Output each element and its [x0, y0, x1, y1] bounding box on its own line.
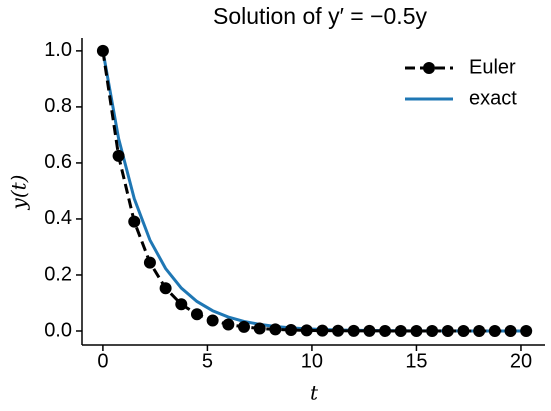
data-point — [253, 322, 266, 335]
x-tick-label: 15 — [405, 350, 427, 372]
data-point — [504, 324, 517, 337]
legend-label: exact — [469, 87, 517, 109]
data-point — [222, 318, 235, 331]
data-point — [190, 308, 203, 321]
x-tick-label: 5 — [202, 350, 213, 372]
data-point — [237, 320, 250, 333]
y-axis-label: y(t) — [7, 175, 31, 211]
data-point — [457, 324, 470, 337]
data-point — [394, 324, 407, 337]
data-point — [316, 324, 329, 337]
y-tick-label: 1.0 — [44, 39, 72, 61]
data-point — [426, 324, 439, 337]
y-tick-label: 0.2 — [44, 263, 72, 285]
data-point — [379, 324, 392, 337]
legend-marker — [423, 62, 435, 74]
data-point — [96, 44, 109, 57]
data-point — [520, 324, 533, 337]
data-point — [347, 324, 360, 337]
data-point — [143, 256, 156, 269]
data-point — [269, 323, 282, 336]
data-point — [159, 282, 172, 295]
data-point — [112, 149, 125, 162]
x-tick-label: 10 — [301, 350, 323, 372]
data-point — [300, 324, 313, 337]
data-point — [363, 324, 376, 337]
x-tick-label: 20 — [510, 350, 532, 372]
y-tick-label: 0.4 — [44, 207, 72, 229]
y-tick-label: 0.0 — [44, 319, 72, 341]
x-axis-label: t — [310, 381, 319, 405]
x-tick-label: 0 — [97, 350, 108, 372]
chart-title: Solution of y′ = −0.5y — [213, 3, 428, 29]
legend-label: Euler — [469, 56, 516, 78]
data-point — [410, 324, 423, 337]
series-line — [101, 50, 527, 333]
data-point — [285, 323, 298, 336]
data-point — [206, 314, 219, 327]
data-point — [332, 324, 345, 337]
data-point — [488, 324, 501, 337]
data-point — [441, 324, 454, 337]
data-point — [128, 215, 141, 228]
y-tick-label: 0.8 — [44, 95, 72, 117]
data-point — [473, 324, 486, 337]
y-tick-label: 0.6 — [44, 151, 72, 173]
data-point — [175, 298, 188, 311]
